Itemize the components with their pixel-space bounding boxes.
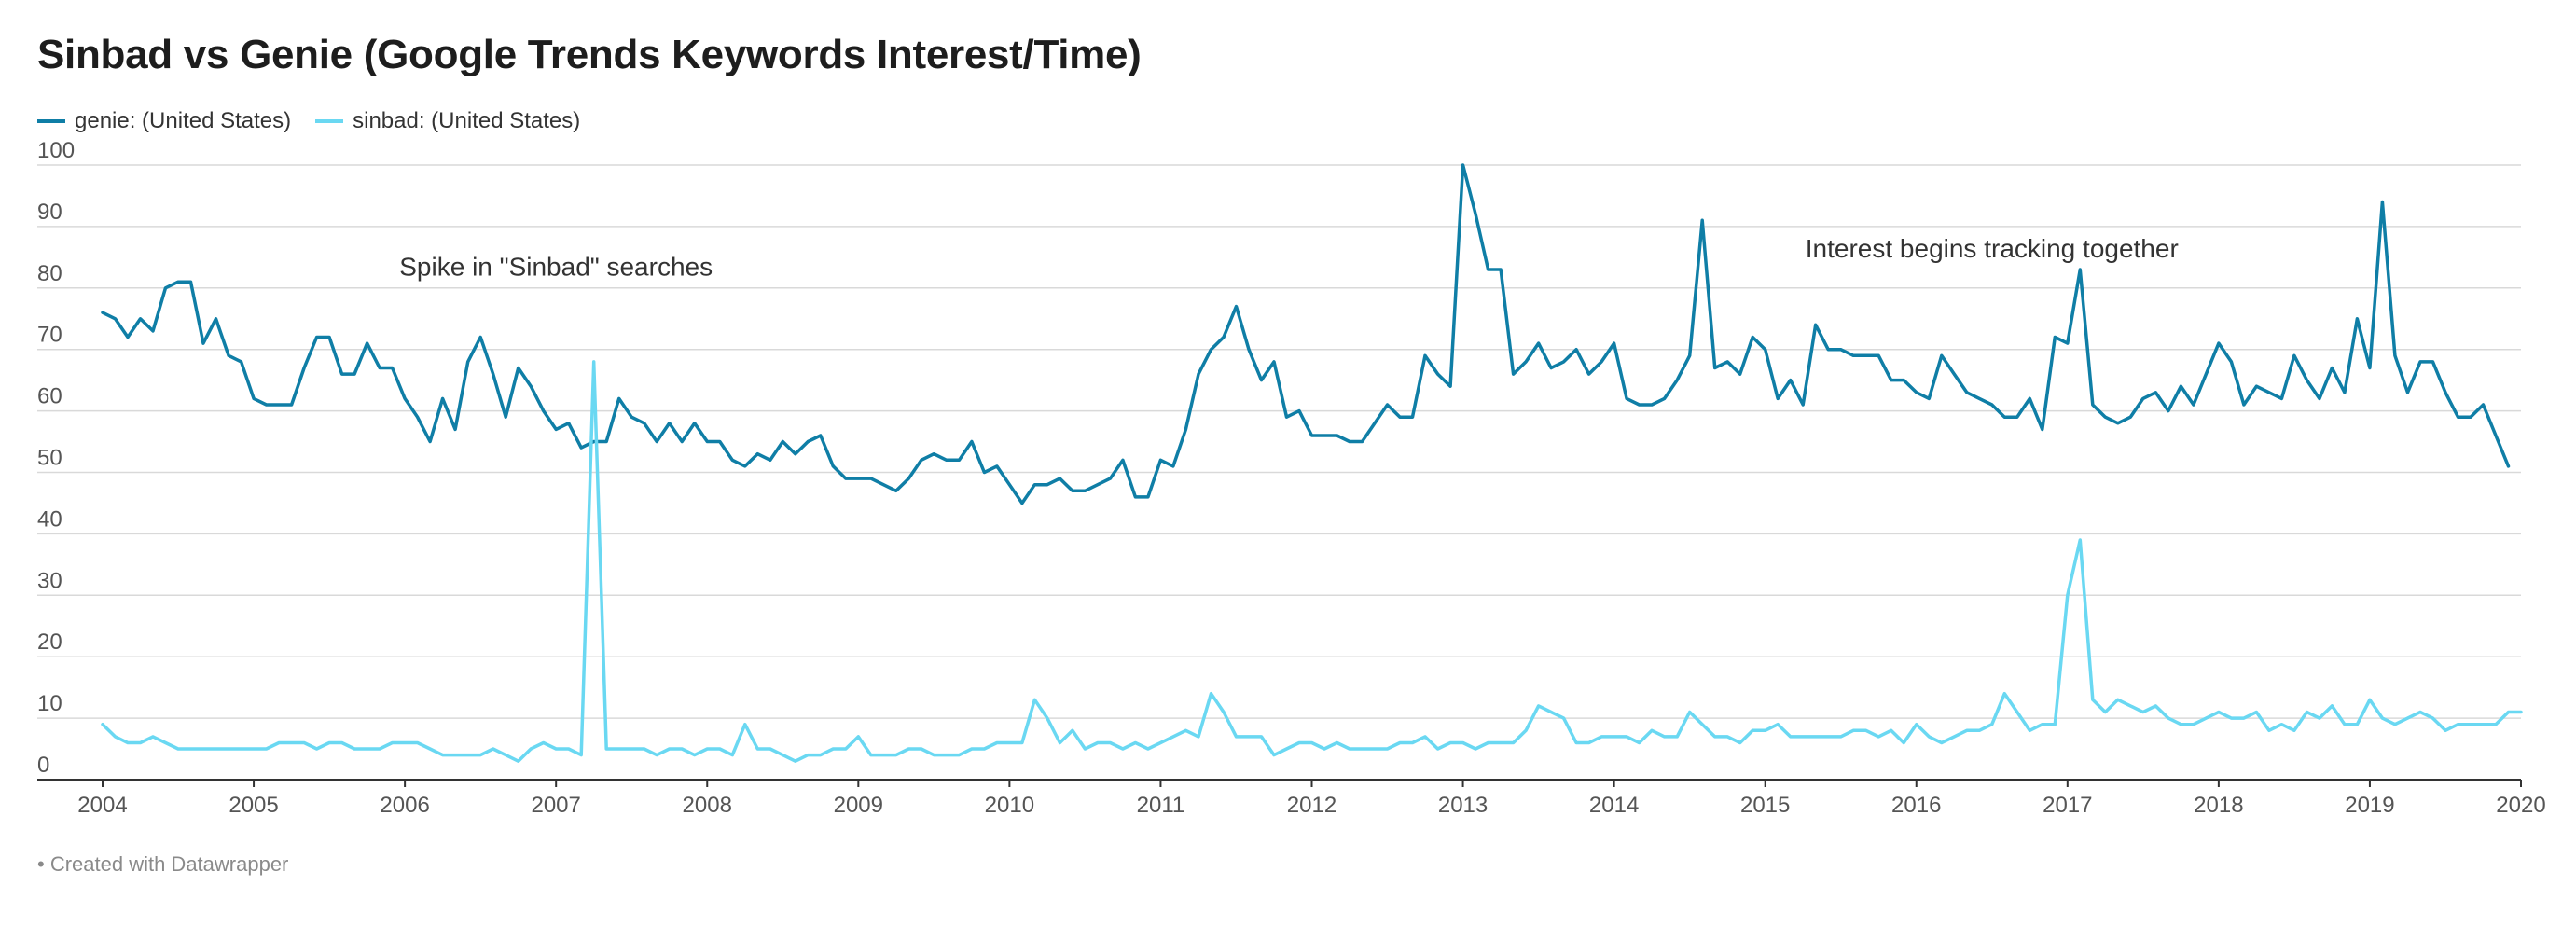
- y-tick-label-90: 90: [37, 200, 62, 225]
- legend-item-genie: genie: (United States): [37, 108, 291, 134]
- y-tick-label-50: 50: [37, 446, 62, 471]
- y-tick-label-20: 20: [37, 630, 62, 655]
- x-axis: 2004 2005 2006 2007 2008 2009 2010 2011 2012 2013…: [37, 779, 2546, 818]
- series-line-genie: [101, 163, 2511, 505]
- legend-label-sinbad: sinbad: (United States): [353, 108, 581, 133]
- y-axis: 0 10 20 30 40 50 60 70 80 90 100: [37, 138, 75, 778]
- x-tick-label-2004: 2004: [77, 793, 127, 818]
- y-tick-label-30: 30: [37, 568, 62, 593]
- x-tick-label-2018: 2018: [2194, 793, 2243, 818]
- grid-lines: [37, 164, 2521, 719]
- chart-title: Sinbad vs Genie (Google Trends Keywords …: [37, 32, 1142, 77]
- x-tick-label-2013: 2013: [1438, 793, 1488, 818]
- legend-label-genie: genie: (United States): [75, 108, 292, 133]
- x-tick-label-2006: 2006: [380, 793, 429, 818]
- x-tick-label-2008: 2008: [683, 793, 732, 818]
- y-tick-label-40: 40: [37, 506, 62, 532]
- x-tick-label-2005: 2005: [229, 793, 278, 818]
- annotation-1: Spike in "Sinbad" searches: [399, 253, 713, 282]
- x-tick-label-2011: 2011: [1137, 793, 1185, 818]
- y-tick-label-0: 0: [37, 753, 49, 778]
- legend: genie: (United States) sinbad: (United S…: [37, 106, 604, 136]
- series-lines: [101, 163, 2523, 763]
- x-tick-label-2009: 2009: [834, 793, 883, 818]
- series-line-sinbad: [101, 360, 2523, 763]
- x-tick-label-2020: 2020: [2496, 793, 2545, 818]
- y-tick-label-10: 10: [37, 691, 62, 716]
- x-tick-label-2010: 2010: [985, 793, 1034, 818]
- y-tick-label-70: 70: [37, 323, 62, 348]
- annotations: Spike in "Sinbad" searches Interest begin…: [399, 234, 2179, 282]
- x-tick-label-2014: 2014: [1589, 793, 1639, 818]
- footer-credit: • Created with Datawrapper: [37, 852, 289, 876]
- x-tick-label-2017: 2017: [2043, 793, 2092, 818]
- x-tick-label-2007: 2007: [531, 793, 580, 818]
- y-tick-label-100: 100: [37, 138, 75, 163]
- y-tick-label-80: 80: [37, 261, 62, 286]
- annotation-2: Interest begins tracking together: [1806, 234, 2179, 263]
- x-tick-label-2015: 2015: [1740, 793, 1790, 818]
- x-tick-label-2016: 2016: [1891, 793, 1941, 818]
- x-tick-label-2012: 2012: [1287, 793, 1336, 818]
- x-tick-label-2019: 2019: [2345, 793, 2394, 818]
- legend-swatch-sinbad: [315, 119, 344, 123]
- legend-item-sinbad: sinbad: (United States): [315, 108, 580, 134]
- legend-swatch-genie: [37, 119, 65, 123]
- y-tick-label-60: 60: [37, 384, 62, 409]
